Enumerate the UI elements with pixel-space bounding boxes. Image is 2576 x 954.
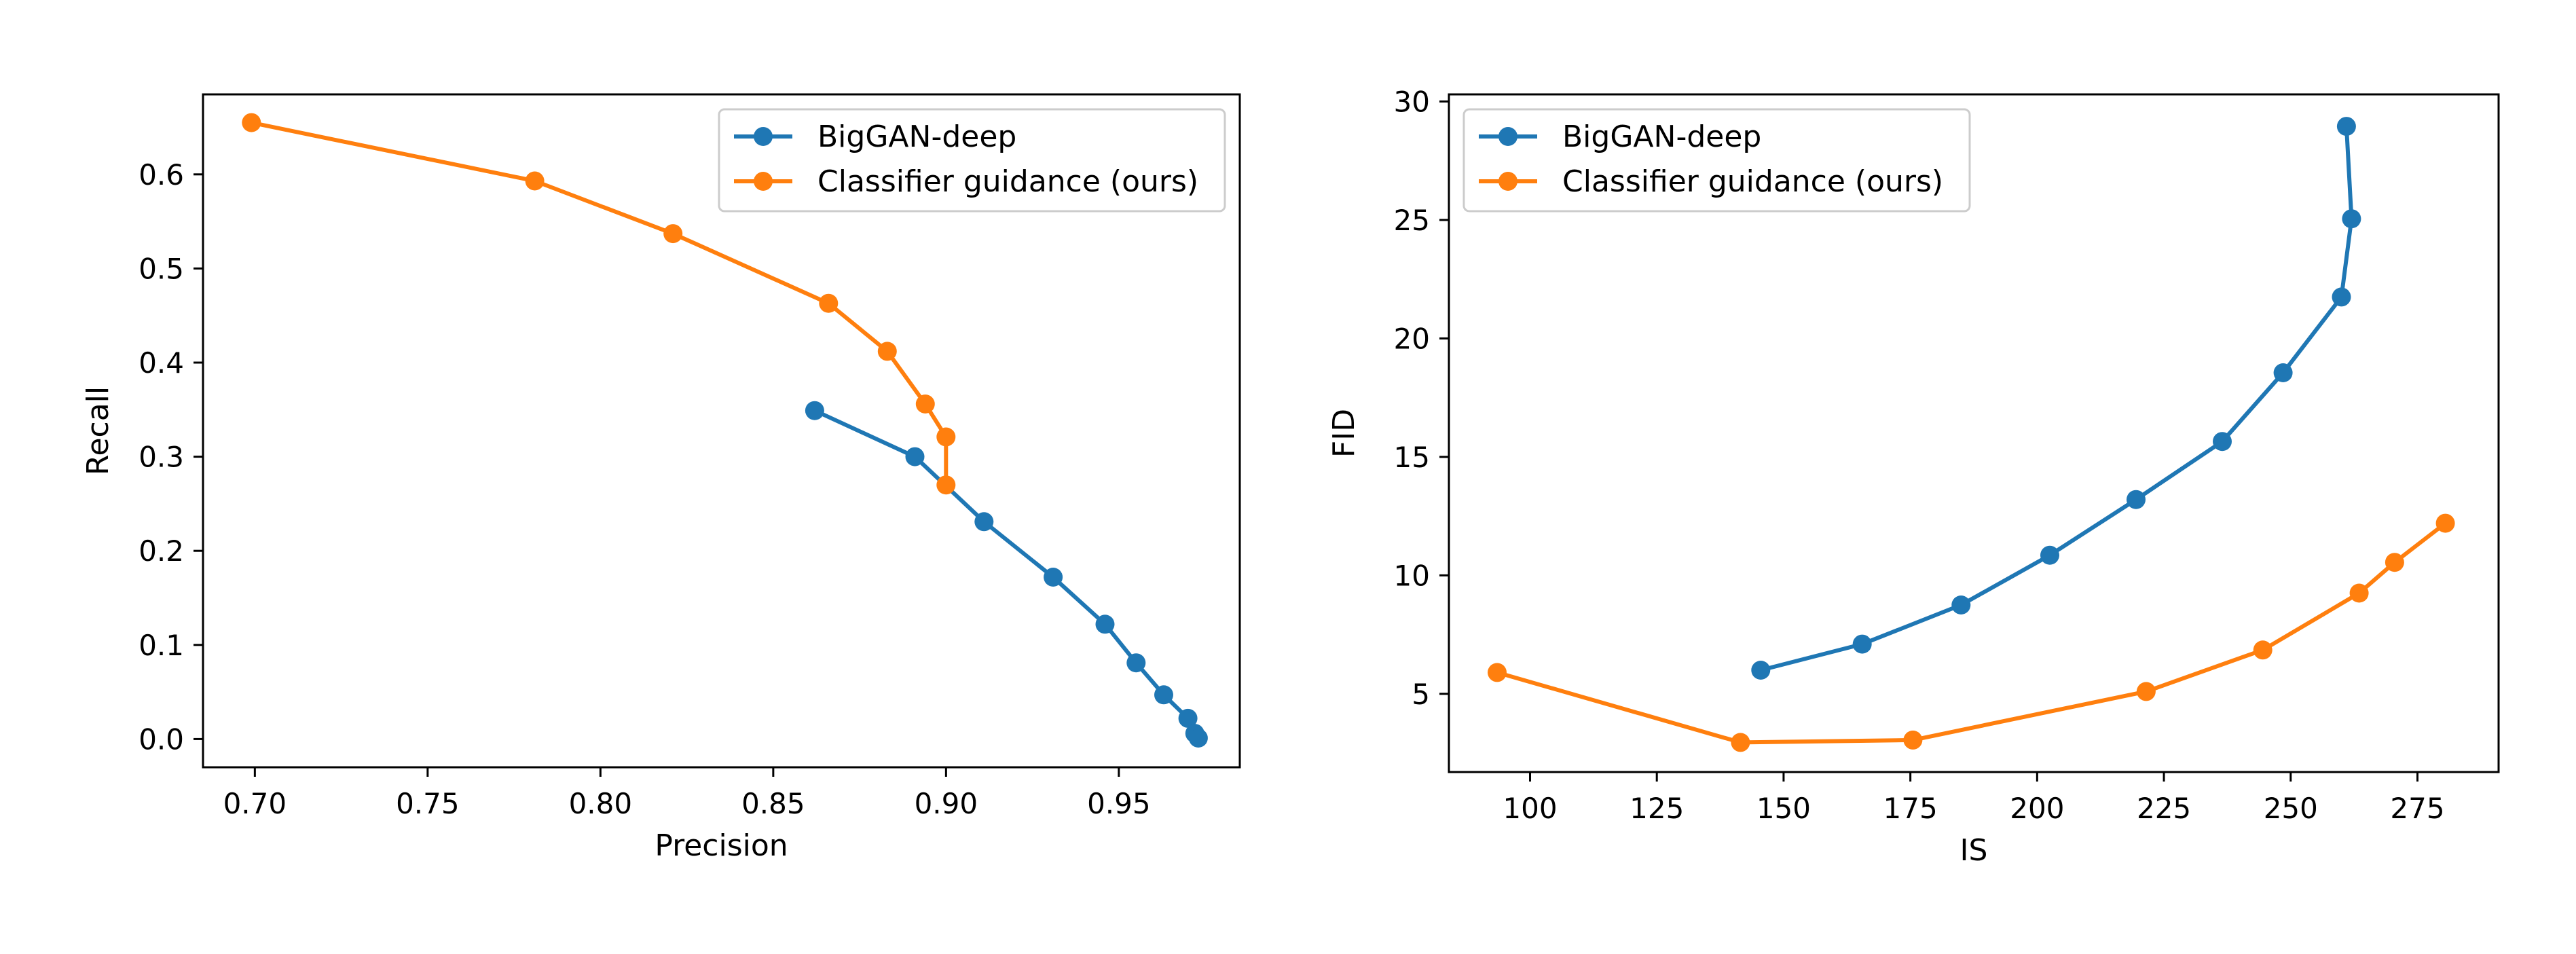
series-line-1 <box>1759 124 2354 672</box>
y-tick-label: 0.6 <box>139 158 184 191</box>
y-tick-label: 15 <box>1394 441 1430 474</box>
y-tick-label: 20 <box>1394 322 1430 355</box>
legend-marker <box>1498 172 1517 191</box>
x-tick-label: 0.85 <box>741 787 805 820</box>
data-point <box>2213 432 2232 452</box>
series-line-2 <box>1495 521 2448 745</box>
plot-frame <box>202 93 1241 769</box>
data-point <box>1903 730 1923 750</box>
data-point <box>936 475 956 495</box>
data-point <box>1178 708 1198 728</box>
legend: BigGAN-deep Classifier guidance (ours) <box>718 108 1226 213</box>
data-point <box>1188 729 1208 748</box>
data-point <box>2336 117 2356 136</box>
data-point <box>2253 640 2273 660</box>
data-point <box>915 395 935 414</box>
x-axis-label: IS <box>1960 833 1988 868</box>
y-tick-label: 0.1 <box>139 629 184 662</box>
y-tick-label: 0.4 <box>139 346 184 380</box>
x-tick-label: 0.95 <box>1087 787 1151 820</box>
data-point <box>877 342 897 361</box>
x-tick-label: 250 <box>2264 792 2318 825</box>
y-tick-label: 0.0 <box>139 722 184 756</box>
legend-label: BigGAN-deep <box>1562 120 1761 154</box>
legend-label: BigGAN-deep <box>817 120 1016 154</box>
data-point <box>1044 568 1063 587</box>
x-tick-label: 100 <box>1503 792 1557 825</box>
data-point <box>1154 685 1173 705</box>
x-tick-label: 0.70 <box>223 787 287 820</box>
x-tick-label: 0.90 <box>915 787 978 820</box>
x-tick-label: 175 <box>1883 792 1938 825</box>
data-point <box>819 293 839 313</box>
legend-marker <box>754 127 773 146</box>
data-point <box>2273 363 2293 382</box>
x-tick-label: 225 <box>2137 792 2191 825</box>
data-point <box>2342 209 2361 229</box>
data-point <box>2385 553 2404 572</box>
legend-box <box>1462 108 1971 213</box>
data-point <box>2349 583 2369 603</box>
legend-box <box>718 108 1226 213</box>
data-point <box>1951 595 1971 614</box>
y-tick-label: 0.5 <box>139 252 184 285</box>
legend: BigGAN-deep Classifier guidance (ours) <box>1462 108 1971 213</box>
data-point <box>1488 663 1507 682</box>
x-tick-label: 125 <box>1630 792 1684 825</box>
y-tick-label: 0.3 <box>139 441 184 474</box>
data-point <box>805 401 824 420</box>
data-point <box>2435 513 2455 533</box>
data-point <box>242 113 261 132</box>
y-tick-label: 30 <box>1394 85 1430 118</box>
y-axis-label: Recall <box>81 386 115 475</box>
data-point <box>2136 682 2156 701</box>
data-point <box>1852 634 1872 654</box>
x-tick-label: 200 <box>2010 792 2064 825</box>
x-tick-label: 0.75 <box>396 787 460 820</box>
data-point <box>2127 490 2146 509</box>
legend-label: Classifier guidance (ours) <box>817 164 1198 199</box>
y-tick-label: 10 <box>1394 559 1430 592</box>
chart-panel-2: 100 125 150 175 200 225 250 275 5 10 15 20 25 30 IS FID… <box>1327 85 2500 868</box>
data-point <box>2332 287 2351 307</box>
data-point <box>525 171 545 191</box>
y-tick-label: 0.2 <box>139 534 184 568</box>
data-point <box>2040 545 2059 565</box>
chart-panel-1: 0.70 0.75 0.80 0.85 0.90 0.95 0.0 0.1 0.2 0.3 0.4 0… <box>81 93 1241 863</box>
data-point <box>1095 614 1115 634</box>
data-point <box>905 447 925 466</box>
x-axis-label: Precision <box>655 828 788 863</box>
data-point <box>1751 661 1771 680</box>
data-point <box>663 224 683 244</box>
y-axis-label: FID <box>1327 409 1361 458</box>
series-line-1 <box>812 408 1200 740</box>
x-tick-label: 275 <box>2390 792 2444 825</box>
x-tick-label: 150 <box>1756 792 1811 825</box>
x-tick-label: 0.80 <box>569 787 633 820</box>
plot-frame <box>1448 93 2500 773</box>
y-tick-label: 5 <box>1412 678 1430 711</box>
legend-marker <box>754 172 773 191</box>
y-tick-label: 25 <box>1394 204 1430 237</box>
legend-marker <box>1498 127 1517 146</box>
data-point <box>1731 733 1750 752</box>
legend-label: Classifier guidance (ours) <box>1562 164 1943 199</box>
data-point <box>1126 653 1146 673</box>
data-point <box>936 427 956 447</box>
data-point <box>974 512 994 532</box>
